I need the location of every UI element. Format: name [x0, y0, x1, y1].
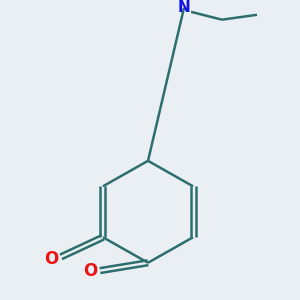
Text: N: N [178, 0, 190, 15]
Text: O: O [44, 250, 58, 268]
Text: O: O [83, 262, 97, 280]
